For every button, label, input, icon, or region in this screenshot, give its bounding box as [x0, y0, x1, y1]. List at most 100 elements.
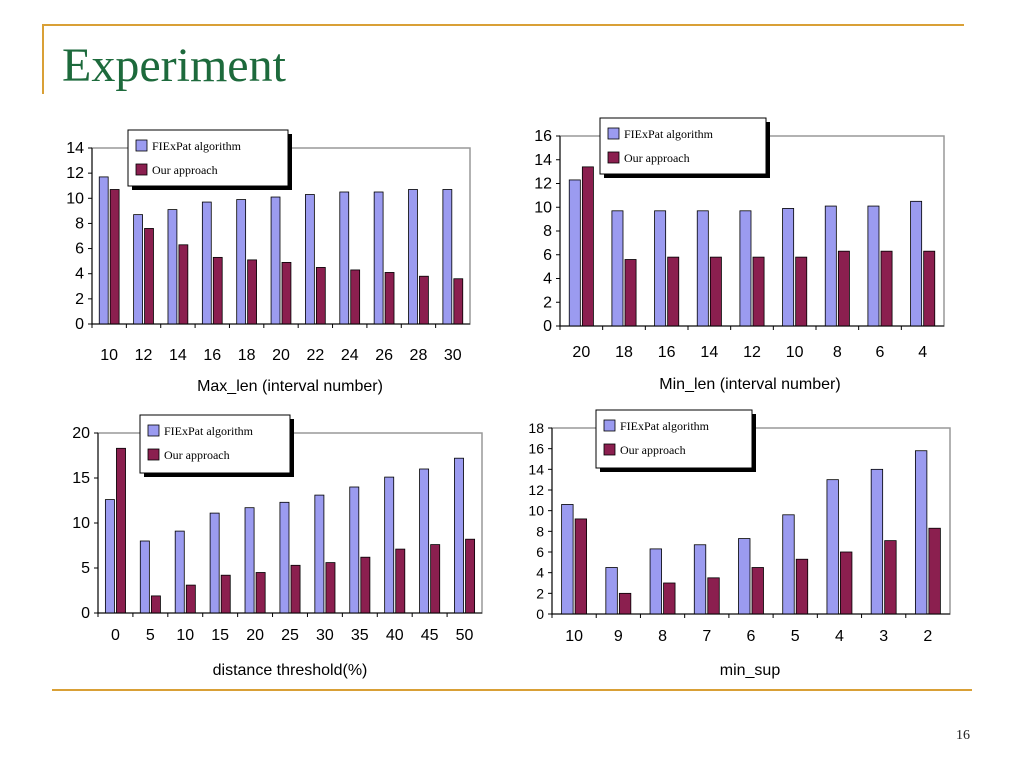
y-tick-label: 16 — [528, 441, 544, 457]
bar-fiexpat-3 — [870, 468, 884, 615]
bar-our-approach-3 — [884, 540, 897, 615]
y-tick-label: 12 — [534, 176, 552, 193]
chart-max-len: 0 2 4 6 8 10 12 14 10 12 14 16 18 20 22 24 26 28 30 FIExPat… — [50, 129, 490, 410]
bar-our-approach-20 — [281, 261, 292, 325]
y-tick-label: 12 — [66, 165, 84, 182]
bar-our-approach-16 — [212, 256, 223, 325]
x-tick-label: 5 — [791, 628, 800, 645]
x-tick-label: 10 — [100, 347, 118, 364]
bar-fiexpat-50 — [454, 457, 464, 614]
bar-fiexpat-25 — [279, 501, 290, 614]
bar-our-approach-30 — [325, 562, 336, 614]
x-tick-label: 26 — [375, 347, 393, 364]
bar-fiexpat-4 — [826, 479, 839, 615]
y-tick-label: 15 — [72, 470, 90, 487]
x-tick-label: 10 — [786, 344, 804, 361]
y-tick-label: 14 — [534, 152, 552, 169]
bar-fiexpat-12 — [133, 214, 143, 325]
x-tick-label: 10 — [565, 628, 583, 645]
x-tick-label: 9 — [614, 628, 623, 645]
x-tick-label: 40 — [386, 627, 404, 644]
bar-fiexpat-8 — [649, 548, 662, 615]
y-tick-label: 10 — [528, 503, 544, 519]
bar-fiexpat-2 — [914, 450, 928, 615]
bar-fiexpat-26 — [373, 191, 384, 325]
chart-max-len-xlabel: Max_len (interval number) — [197, 378, 383, 395]
bar-fiexpat-14 — [696, 210, 709, 327]
bar-our-approach-5 — [795, 558, 809, 615]
chart-distance-threshold: 0 5 10 15 20 0 5 10 15 20 25 30 35 40 45 50 FIExPat algo… — [50, 414, 490, 685]
bar-our-approach-50 — [465, 538, 476, 614]
x-tick-label: 8 — [833, 344, 842, 361]
x-tick-label: 22 — [306, 347, 324, 364]
x-tick-label: 4 — [918, 344, 927, 361]
y-tick-label: 14 — [528, 461, 544, 477]
x-tick-label: 45 — [421, 627, 439, 644]
y-tick-label: 16 — [534, 128, 552, 145]
bar-fiexpat-6 — [738, 538, 751, 615]
legend-swatch — [607, 151, 620, 164]
left-rule — [42, 24, 44, 94]
bar-fiexpat-18 — [236, 199, 247, 325]
x-tick-label: 3 — [879, 628, 888, 645]
chart-distance-threshold-xlabel: distance threshold(%) — [212, 662, 368, 679]
bar-our-approach-26 — [384, 272, 395, 325]
bar-our-approach-4 — [923, 250, 936, 327]
bar-our-approach-6 — [880, 250, 893, 327]
chart-min-sup: 0 2 4 6 8 10 12 14 16 18 10 9 8 7 6 5 4 3 2 FIExPat algorit… — [500, 409, 960, 685]
bar-fiexpat-15 — [209, 512, 220, 614]
legend-swatch — [135, 139, 148, 152]
x-tick-label: 18 — [615, 344, 633, 361]
bar-fiexpat-9 — [605, 567, 618, 615]
bar-our-approach-4 — [840, 551, 853, 615]
bar-our-approach-7 — [707, 577, 720, 615]
bar-our-approach-8 — [837, 250, 850, 327]
y-tick-label: 10 — [72, 515, 90, 532]
y-tick-label: 0 — [75, 316, 84, 333]
bar-our-approach-25 — [290, 564, 301, 614]
legend-box — [139, 414, 291, 474]
x-tick-label: 12 — [135, 347, 153, 364]
bar-fiexpat-16 — [201, 201, 212, 325]
bar-our-approach-10 — [109, 189, 120, 325]
bar-fiexpat-4 — [910, 200, 923, 327]
bar-fiexpat-5 — [782, 514, 795, 615]
bar-fiexpat-20 — [244, 507, 255, 614]
legend-label: FIExPat algorithm — [152, 139, 242, 153]
y-tick-label: 18 — [528, 420, 544, 436]
y-tick-label: 8 — [536, 523, 544, 539]
legend-box — [599, 117, 767, 175]
legend-swatch — [603, 443, 616, 456]
legend-label: FIExPat algorithm — [624, 127, 714, 141]
bar-fiexpat-45 — [419, 468, 430, 614]
legend-swatch — [135, 163, 148, 176]
y-tick-label: 4 — [536, 565, 544, 581]
x-tick-label: 15 — [211, 627, 229, 644]
bar-fiexpat-7 — [693, 544, 707, 615]
bar-fiexpat-14 — [167, 209, 178, 325]
slide-title: Experiment — [62, 39, 286, 92]
y-tick-label: 0 — [81, 605, 90, 622]
legend-swatch — [603, 419, 616, 432]
bar-fiexpat-30 — [442, 189, 453, 325]
bar-our-approach-8 — [663, 582, 676, 615]
x-tick-label: 20 — [272, 347, 290, 364]
chart-min-len-plot: 0 2 4 6 8 10 12 14 16 20 18 16 14 12 10 8 6 4 FIExPat algo… — [534, 117, 945, 361]
bar-fiexpat-22 — [305, 194, 315, 325]
bar-fiexpat-35 — [349, 486, 360, 614]
legend-box — [127, 129, 289, 187]
bar-our-approach-9 — [618, 592, 632, 615]
bar-our-approach-20 — [581, 166, 594, 327]
y-tick-label: 4 — [543, 271, 552, 288]
bar-our-approach-35 — [360, 556, 371, 614]
bar-our-approach-2 — [928, 527, 941, 615]
y-tick-label: 8 — [75, 215, 84, 232]
bar-fiexpat-10 — [174, 530, 185, 614]
x-tick-label: 24 — [341, 347, 359, 364]
x-tick-label: 7 — [702, 628, 711, 645]
y-tick-label: 6 — [543, 247, 552, 264]
y-tick-label: 2 — [75, 291, 84, 308]
y-tick-label: 6 — [536, 544, 544, 560]
x-tick-label: 16 — [203, 347, 221, 364]
